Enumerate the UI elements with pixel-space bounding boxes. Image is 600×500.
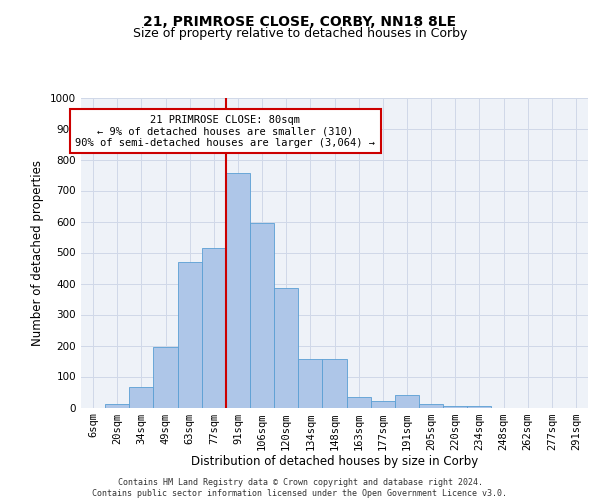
Bar bbox=[443, 406, 467, 407]
Text: Size of property relative to detached houses in Corby: Size of property relative to detached ho… bbox=[133, 28, 467, 40]
Bar bbox=[347, 396, 371, 407]
Bar bbox=[154, 347, 178, 408]
Text: 21, PRIMROSE CLOSE, CORBY, NN18 8LE: 21, PRIMROSE CLOSE, CORBY, NN18 8LE bbox=[143, 15, 457, 29]
Bar bbox=[467, 406, 491, 407]
Bar bbox=[419, 404, 443, 407]
Bar bbox=[129, 388, 154, 407]
Bar bbox=[274, 288, 298, 408]
Bar bbox=[202, 248, 226, 408]
Bar bbox=[226, 174, 250, 408]
X-axis label: Distribution of detached houses by size in Corby: Distribution of detached houses by size … bbox=[191, 456, 478, 468]
Y-axis label: Number of detached properties: Number of detached properties bbox=[31, 160, 44, 346]
Text: Contains HM Land Registry data © Crown copyright and database right 2024.
Contai: Contains HM Land Registry data © Crown c… bbox=[92, 478, 508, 498]
Bar bbox=[298, 360, 322, 408]
Bar bbox=[371, 402, 395, 407]
Bar bbox=[250, 223, 274, 408]
Bar bbox=[105, 404, 129, 407]
Bar bbox=[395, 395, 419, 407]
Text: 21 PRIMROSE CLOSE: 80sqm
← 9% of detached houses are smaller (310)
90% of semi-d: 21 PRIMROSE CLOSE: 80sqm ← 9% of detache… bbox=[76, 114, 376, 148]
Bar bbox=[322, 360, 347, 408]
Bar bbox=[178, 262, 202, 408]
